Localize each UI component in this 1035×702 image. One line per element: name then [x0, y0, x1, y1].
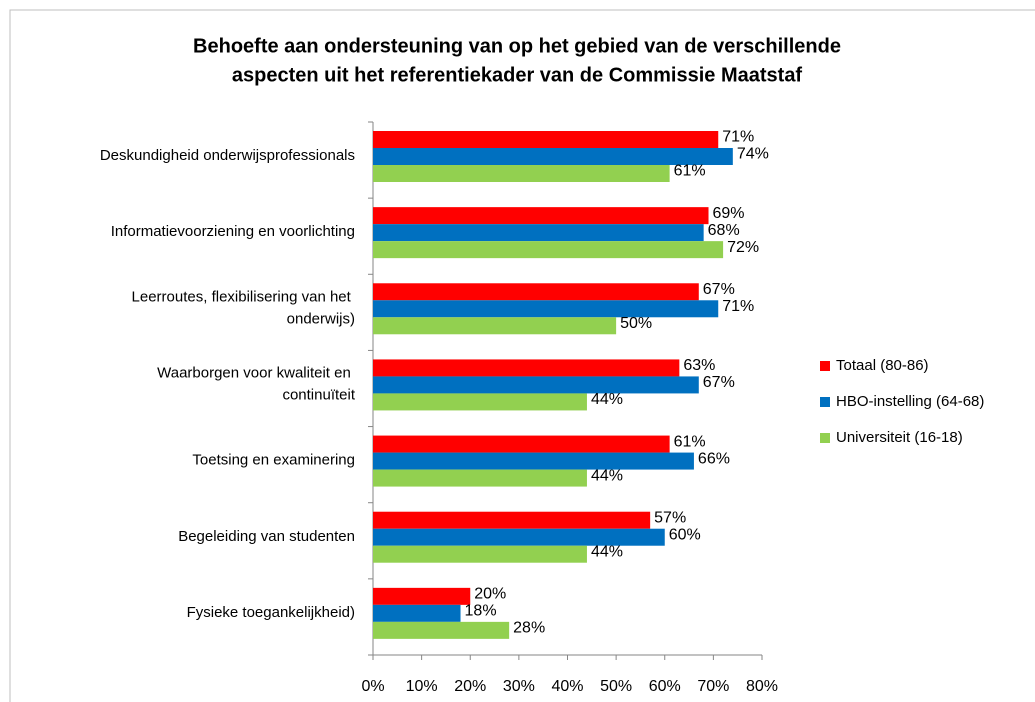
x-tick-label: 40% — [551, 678, 583, 695]
bar — [373, 207, 709, 225]
x-tick-label: 70% — [697, 678, 729, 695]
bar — [373, 604, 461, 622]
bar — [373, 587, 471, 605]
value-label: 71% — [722, 129, 754, 146]
bar — [373, 469, 587, 487]
x-tick-label: 80% — [746, 678, 778, 695]
value-label: 44% — [591, 467, 623, 484]
bar — [373, 376, 699, 394]
bar — [373, 300, 719, 318]
chart-title: aspecten uit het referentiekader van de … — [232, 64, 803, 86]
value-label: 57% — [654, 509, 686, 526]
bar — [373, 528, 665, 546]
value-label: 61% — [674, 163, 706, 180]
chart-title: Behoefte aan ondersteuning van op het ge… — [193, 35, 841, 57]
value-label: 69% — [713, 205, 745, 222]
bar — [373, 148, 733, 165]
category-label: Begeleiding van studenten — [178, 528, 355, 545]
value-label: 71% — [722, 298, 754, 315]
x-tick-label: 50% — [600, 678, 632, 695]
value-label: 74% — [737, 146, 769, 163]
bar — [373, 621, 510, 639]
category-label: Deskundigheid onderwijsprofessionals — [100, 147, 355, 164]
bar — [373, 545, 587, 563]
category-label: Fysieke toegankelijkheid) — [187, 604, 355, 621]
bar — [373, 393, 587, 411]
category-label: Informatievoorziening en voorlichting — [111, 223, 355, 240]
value-label: 50% — [620, 315, 652, 332]
category-label: Waarborgen voor kwaliteit en continuïtei… — [157, 364, 356, 403]
bar — [373, 131, 719, 148]
value-label: 20% — [474, 586, 506, 603]
value-label: 72% — [727, 239, 759, 256]
x-tick-label: 30% — [503, 678, 535, 695]
x-tick-label: 0% — [361, 678, 384, 695]
legend-swatch — [820, 397, 830, 407]
bar — [373, 283, 699, 301]
x-tick-label: 20% — [454, 678, 486, 695]
value-label: 63% — [683, 357, 715, 374]
bar — [373, 511, 651, 529]
x-tick-label: 60% — [649, 678, 681, 695]
bar — [373, 452, 694, 470]
bar — [373, 317, 617, 335]
legend-swatch — [820, 361, 830, 371]
value-label: 68% — [708, 222, 740, 239]
bar — [373, 224, 704, 242]
legend-label: Universiteit (16-18) — [836, 429, 963, 446]
value-label: 60% — [669, 526, 701, 543]
bar — [373, 359, 680, 377]
bar — [373, 241, 724, 259]
value-label: 67% — [703, 374, 735, 391]
value-label: 66% — [698, 450, 730, 467]
value-label: 18% — [465, 603, 497, 620]
value-label: 44% — [591, 391, 623, 408]
value-label: 67% — [703, 281, 735, 298]
bar — [373, 435, 670, 453]
value-label: 44% — [591, 543, 623, 560]
value-label: 28% — [513, 620, 545, 637]
legend-swatch — [820, 433, 830, 443]
category-label: Toetsing en examinering — [192, 452, 355, 469]
legend-label: Totaal (80-86) — [836, 357, 929, 374]
x-tick-label: 10% — [406, 678, 438, 695]
legend-label: HBO-instelling (64-68) — [836, 393, 984, 410]
value-label: 61% — [674, 433, 706, 450]
chart-frame — [9, 9, 1035, 702]
bar — [373, 165, 670, 182]
category-label: Leerroutes, flexibilisering van het onde… — [132, 288, 355, 327]
